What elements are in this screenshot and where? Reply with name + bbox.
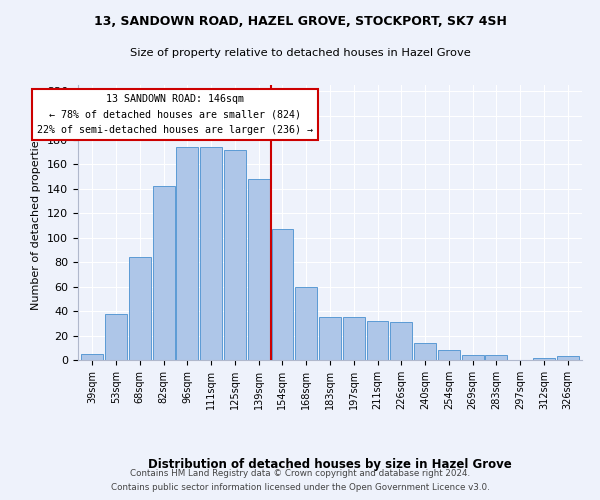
Bar (272, 229, 293, 360)
Bar (367, 321, 388, 360)
Bar (200, 148, 222, 360)
Bar (414, 343, 436, 360)
Y-axis label: Number of detached properties: Number of detached properties (31, 135, 41, 310)
Bar (129, 258, 151, 360)
Bar (438, 350, 460, 360)
X-axis label: Distribution of detached houses by size in Hazel Grove: Distribution of detached houses by size … (148, 458, 512, 470)
Bar (295, 286, 317, 360)
Bar (176, 148, 198, 360)
Text: Contains HM Land Registry data © Crown copyright and database right 2024.: Contains HM Land Registry data © Crown c… (130, 468, 470, 477)
Bar (485, 355, 508, 360)
Bar (343, 317, 365, 360)
Text: Size of property relative to detached houses in Hazel Grove: Size of property relative to detached ho… (130, 48, 470, 58)
Text: 13 SANDOWN ROAD: 146sqm
← 78% of detached houses are smaller (824)
22% of semi-d: 13 SANDOWN ROAD: 146sqm ← 78% of detache… (37, 94, 313, 135)
Bar (533, 358, 555, 360)
Bar (152, 186, 175, 360)
Bar (82, 354, 103, 360)
Bar (391, 322, 412, 360)
Bar (105, 314, 127, 360)
Text: Contains public sector information licensed under the Open Government Licence v3: Contains public sector information licen… (110, 484, 490, 492)
Bar (462, 355, 484, 360)
Bar (557, 356, 578, 360)
Bar (224, 150, 246, 360)
Bar (248, 179, 269, 360)
Bar (319, 317, 341, 360)
Text: 13, SANDOWN ROAD, HAZEL GROVE, STOCKPORT, SK7 4SH: 13, SANDOWN ROAD, HAZEL GROVE, STOCKPORT… (94, 15, 506, 28)
